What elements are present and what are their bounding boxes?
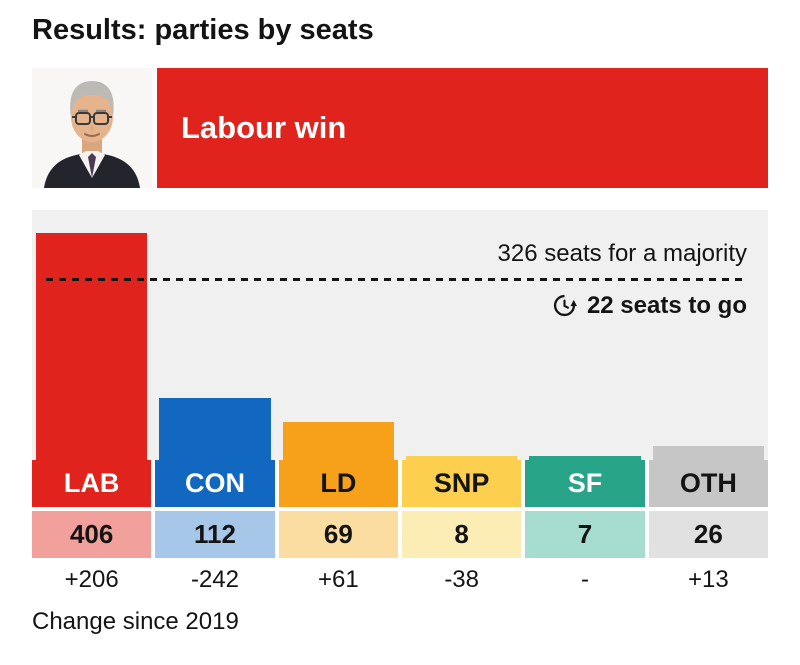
seats-to-go-label: 22 seats to go: [586, 291, 747, 319]
seat-change-con: -242: [190, 566, 240, 594]
bar-sf: [529, 456, 641, 461]
bars-container: [32, 210, 768, 461]
leader-photo: [32, 68, 152, 189]
majority-threshold-label: 326 seats for a majority: [497, 239, 747, 267]
seat-change-ld: +61: [317, 566, 359, 594]
seat-count-row: 406 112 69 8 7 26: [32, 511, 768, 559]
seat-count-sf: 7: [525, 511, 645, 559]
chart-plot-area: 326 seats for a majority 22 seats to go: [32, 210, 768, 461]
party-label-row: LAB CON LD SNP SF OTH: [32, 460, 768, 508]
seat-change-lab: +206: [64, 566, 119, 594]
bar-snp: [406, 455, 518, 461]
party-label-con: CON: [155, 460, 275, 508]
party-label-oth: OTH: [648, 460, 768, 508]
seat-count-snp: 8: [402, 511, 522, 559]
seat-count-lab: 406: [32, 511, 152, 559]
page-title: Results: parties by seats: [32, 14, 374, 46]
bar-column-snp: [402, 210, 521, 461]
party-label-lab: LAB: [32, 460, 152, 508]
results-page: Results: parties by seats Labour win: [32, 14, 768, 636]
bar-lab: [36, 232, 148, 461]
bar-column-oth: [649, 210, 768, 461]
seat-count-ld: 69: [278, 511, 398, 559]
countdown-icon: [553, 295, 577, 317]
bar-ld: [282, 421, 394, 461]
seat-count-con: 112: [155, 511, 275, 559]
winner-banner: Labour win: [32, 68, 768, 189]
party-label-sf: SF: [525, 460, 645, 508]
bar-column-sf: [525, 210, 644, 461]
bar-column-ld: [279, 210, 398, 461]
party-label-ld: LD: [278, 460, 398, 508]
seats-chart: 326 seats for a majority 22 seats to go …: [32, 210, 768, 598]
seat-change-snp: -38: [444, 566, 479, 594]
seat-change-oth: +13: [687, 566, 729, 594]
winner-headline: Labour win: [181, 110, 347, 146]
party-label-snp: SNP: [402, 460, 522, 508]
winner-banner-red: Labour win: [157, 68, 768, 189]
bar-column-con: [155, 210, 274, 461]
seat-count-oth: 26: [648, 511, 768, 559]
change-caption: Change since 2019: [32, 608, 239, 636]
seat-change-row: +206 -242 +61 -38 - +13: [32, 562, 768, 598]
seats-to-go: 22 seats to go: [552, 292, 747, 320]
seat-change-sf: -: [580, 566, 589, 594]
bar-column-lab: [32, 210, 151, 461]
bar-con: [159, 397, 271, 461]
leader-portrait-icon: [32, 68, 152, 189]
bar-oth: [652, 445, 764, 461]
majority-threshold-line: [46, 277, 748, 281]
